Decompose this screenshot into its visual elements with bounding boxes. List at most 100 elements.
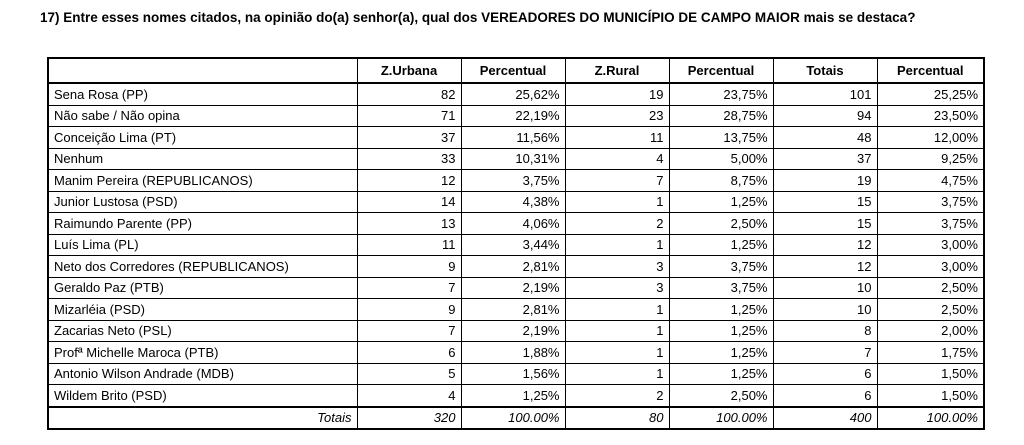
row-label-cell: Conceição Lima (PT) [47, 126, 358, 149]
row-value-cell: 9 [356, 255, 462, 278]
row-value-cell: 6 [356, 341, 462, 364]
row-value-cell: 7 [356, 319, 462, 342]
row-label-cell: Profª Michelle Maroca (PTB) [47, 341, 358, 364]
results-table: Z.Urbana Percentual Z.Rural Percentual T… [47, 57, 985, 430]
row-value-cell: 1,88% [460, 341, 566, 364]
row-value-cell: 37 [356, 126, 462, 149]
row-value-cell: 320 [356, 405, 462, 430]
row-value-cell: 100.00% [876, 405, 985, 430]
row-value-cell: 1,25% [668, 362, 774, 385]
row-value-cell: 12,00% [876, 126, 985, 149]
row-value-cell: 3,00% [876, 255, 985, 278]
table-body: Sena Rosa (PP) 82 25,62% 19 23,75% 101 25,25% N… [47, 82, 985, 430]
table-row: Não sabe / Não opina 71 22,19% 23 28,75% 94 23… [47, 104, 985, 127]
row-value-cell: 3,44% [460, 233, 566, 256]
row-value-cell: 2,50% [876, 298, 985, 321]
table-row: Antonio Wilson Andrade (MDB) 5 1,56% 1 1,25%… [47, 362, 985, 385]
table-row: Nenhum 33 10,31% 4 5,00% 37 9,25% [47, 147, 985, 170]
row-label-cell: Wildem Brito (PSD) [47, 384, 358, 407]
row-value-cell: 1,25% [460, 384, 566, 407]
row-value-cell: 10,31% [460, 147, 566, 170]
row-value-cell: 1 [564, 233, 670, 256]
row-value-cell: 1,75% [876, 341, 985, 364]
row-value-cell: 13,75% [668, 126, 774, 149]
row-value-cell: 23 [564, 104, 670, 127]
row-value-cell: 4,06% [460, 212, 566, 235]
row-value-cell: 10 [772, 298, 878, 321]
row-value-cell: 3,75% [876, 190, 985, 213]
row-value-cell: 33 [356, 147, 462, 170]
row-value-cell: 6 [772, 384, 878, 407]
row-value-cell: 23,50% [876, 104, 985, 127]
row-value-cell: 1 [564, 298, 670, 321]
table-row: Conceição Lima (PT) 37 11,56% 11 13,75% 48 12,… [47, 126, 985, 149]
row-label-cell: Junior Lustosa (PSD) [47, 190, 358, 213]
row-value-cell: 2,81% [460, 255, 566, 278]
row-label-cell: Geraldo Paz (PTB) [47, 276, 358, 299]
question-title: 17) Entre esses nomes citados, na opiniã… [40, 10, 916, 25]
row-value-cell: 19 [772, 169, 878, 192]
table-row: Junior Lustosa (PSD) 14 4,38% 1 1,25% 15 3,75% [47, 190, 985, 213]
row-value-cell: 94 [772, 104, 878, 127]
table-row: Manim Pereira (REPUBLICANOS) 12 3,75% 7 8,75… [47, 169, 985, 192]
row-value-cell: 1 [564, 362, 670, 385]
row-value-cell: 7 [564, 169, 670, 192]
row-label-cell: Neto dos Corredores (REPUBLICANOS) [47, 255, 358, 278]
row-value-cell: 2 [564, 384, 670, 407]
row-value-cell: 48 [772, 126, 878, 149]
row-value-cell: 2,50% [668, 384, 774, 407]
row-value-cell: 3,75% [668, 255, 774, 278]
row-value-cell: 2,00% [876, 319, 985, 342]
row-value-cell: 3,75% [460, 169, 566, 192]
row-value-cell: 7 [772, 341, 878, 364]
row-value-cell: 10 [772, 276, 878, 299]
row-label-cell: Raimundo Parente (PP) [47, 212, 358, 235]
row-value-cell: 12 [772, 233, 878, 256]
row-value-cell: 2 [564, 212, 670, 235]
row-value-cell: 5,00% [668, 147, 774, 170]
row-value-cell: 2,50% [876, 276, 985, 299]
row-value-cell: 3,75% [876, 212, 985, 235]
table-row: Profª Michelle Maroca (PTB) 6 1,88% 1 1,25% 7… [47, 341, 985, 364]
table-row: Geraldo Paz (PTB) 7 2,19% 3 3,75% 10 2,50% [47, 276, 985, 299]
table-row: Luís Lima (PL) 11 3,44% 1 1,25% 12 3,00% [47, 233, 985, 256]
row-value-cell: 1,25% [668, 233, 774, 256]
row-value-cell: 4,38% [460, 190, 566, 213]
row-label-cell: Mizarléia (PSD) [47, 298, 358, 321]
header-cell-zrural: Z.Rural [564, 57, 670, 84]
row-value-cell: 2,81% [460, 298, 566, 321]
row-label-cell: Sena Rosa (PP) [47, 82, 358, 106]
row-value-cell: 12 [772, 255, 878, 278]
row-value-cell: 1,50% [876, 384, 985, 407]
row-value-cell: 9 [356, 298, 462, 321]
table-row: Neto dos Corredores (REPUBLICANOS) 9 2,81%… [47, 255, 985, 278]
row-value-cell: 1,56% [460, 362, 566, 385]
row-value-cell: 12 [356, 169, 462, 192]
row-value-cell: 15 [772, 212, 878, 235]
row-value-cell: 23,75% [668, 82, 774, 106]
table-row: Wildem Brito (PSD) 4 1,25% 2 2,50% 6 1,50% [47, 384, 985, 407]
row-label-cell: Manim Pereira (REPUBLICANOS) [47, 169, 358, 192]
row-value-cell: 19 [564, 82, 670, 106]
row-value-cell: 3 [564, 255, 670, 278]
row-label-cell: Zacarias Neto (PSL) [47, 319, 358, 342]
row-value-cell: 100.00% [460, 405, 566, 430]
header-cell-totais: Totais [772, 57, 878, 84]
row-value-cell: 2,19% [460, 276, 566, 299]
row-value-cell: 6 [772, 362, 878, 385]
row-value-cell: 8,75% [668, 169, 774, 192]
header-cell-zurbana: Z.Urbana [356, 57, 462, 84]
row-value-cell: 25,62% [460, 82, 566, 106]
row-value-cell: 22,19% [460, 104, 566, 127]
row-value-cell: 3,75% [668, 276, 774, 299]
row-label-cell: Não sabe / Não opina [47, 104, 358, 127]
row-value-cell: 9,25% [876, 147, 985, 170]
row-value-cell: 71 [356, 104, 462, 127]
header-cell-name [47, 57, 358, 84]
row-value-cell: 37 [772, 147, 878, 170]
row-label-cell: Antonio Wilson Andrade (MDB) [47, 362, 358, 385]
row-value-cell: 11,56% [460, 126, 566, 149]
row-value-cell: 1,25% [668, 319, 774, 342]
row-value-cell: 7 [356, 276, 462, 299]
table-row: Sena Rosa (PP) 82 25,62% 19 23,75% 101 25,25% [47, 82, 985, 106]
